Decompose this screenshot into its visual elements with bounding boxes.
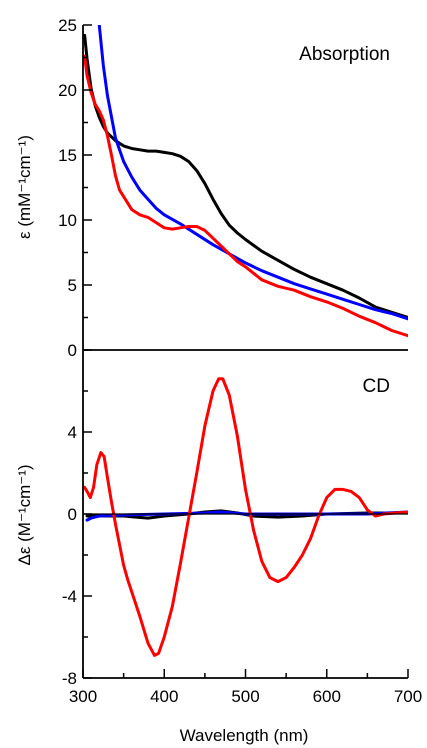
cd-y-tick-label: 0 (68, 505, 77, 524)
cd-x-tick-label: 700 (394, 687, 422, 706)
absorption-y-tick-label: 15 (58, 146, 77, 165)
cd-y-tick-label: -8 (62, 669, 77, 688)
cd-y-axis-label: Δε (M⁻¹cm⁻¹) (15, 464, 34, 565)
absorption-panel-title: Absorption (299, 44, 390, 65)
cd-series-2-line (83, 377, 408, 657)
absorption-y-tick-label: 25 (58, 16, 77, 35)
absorption-series-1-line (97, 25, 408, 321)
absorption-panel: Absorption ε (mM⁻¹cm⁻¹) 0 5 10 15 20 25 (15, 16, 408, 360)
absorption-series-2-line (83, 54, 408, 338)
cd-panel: CD Δε (M⁻¹cm⁻¹) Wavelength (nm) -8 -4 0 4 30… (15, 349, 422, 745)
absorption-y-axis-label: ε (mM⁻¹cm⁻¹) (15, 135, 34, 239)
absorption-y-tick-label: 5 (68, 276, 77, 295)
cd-x-tick-label: 600 (313, 687, 341, 706)
absorption-series-0-line (83, 33, 408, 319)
cd-panel-title: CD (363, 376, 390, 397)
absorption-y-tick-label: 20 (58, 81, 77, 100)
absorption-y-tick-label: 10 (58, 211, 77, 230)
cd-x-tick-label: 500 (231, 687, 259, 706)
cd-y-tick-label: 4 (68, 423, 77, 442)
cd-x-tick-label: 300 (69, 687, 97, 706)
x-axis-label: Wavelength (nm) (180, 726, 309, 745)
absorption-y-tick-label: 0 (68, 341, 77, 360)
cd-x-tick-label: 400 (150, 687, 178, 706)
cd-y-tick-label: -4 (62, 587, 77, 606)
